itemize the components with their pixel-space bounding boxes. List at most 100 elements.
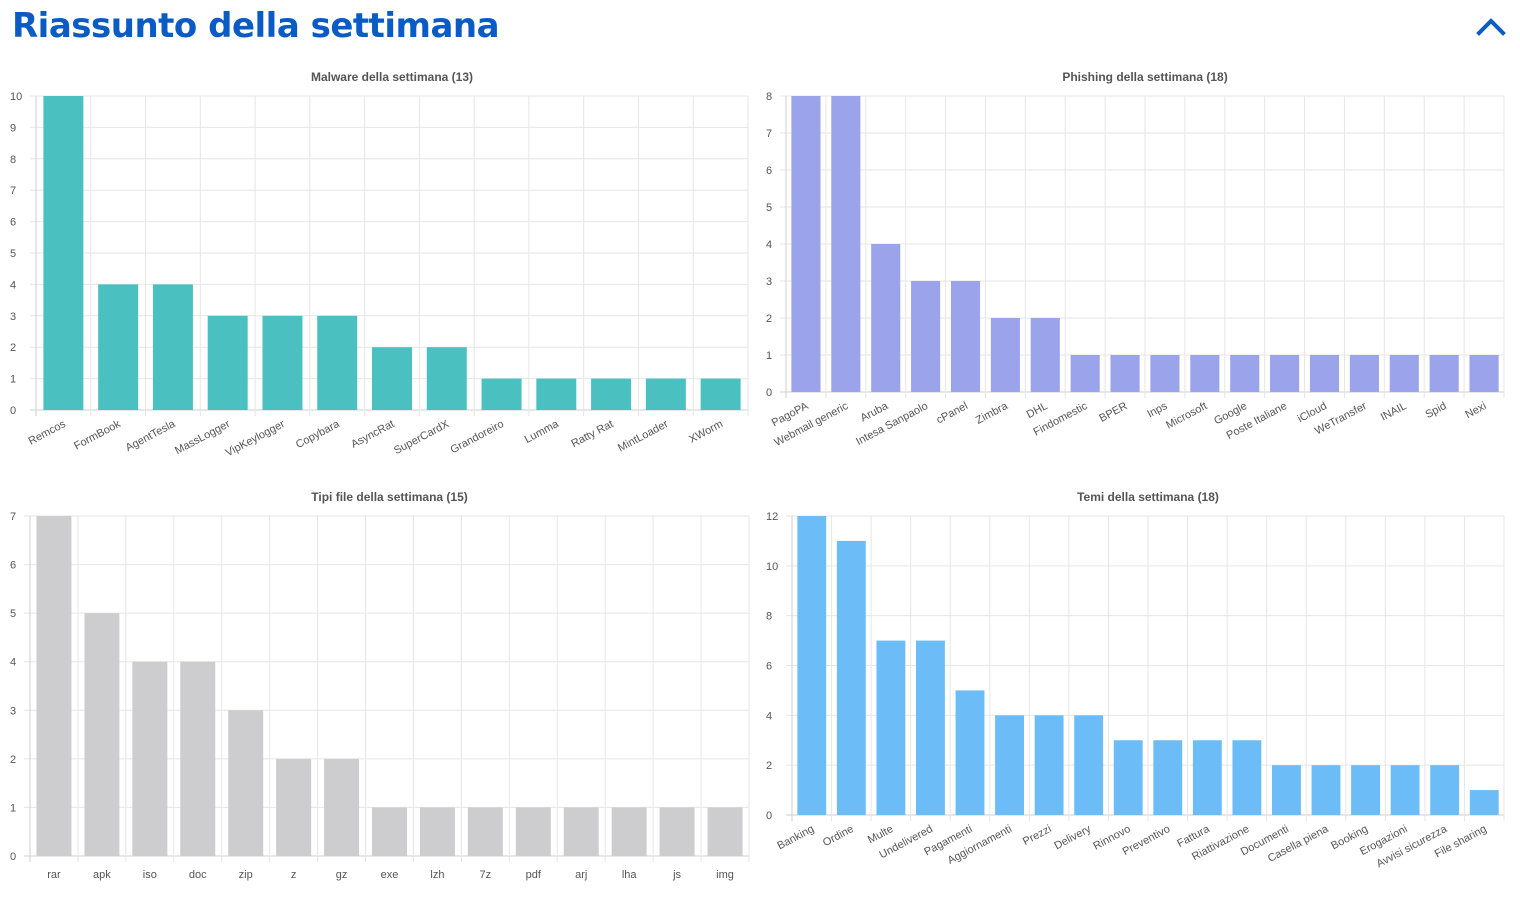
bar-delivery[interactable]: [1074, 715, 1104, 815]
y-tick-label: 8: [766, 611, 772, 623]
x-tick-label: SuperCardX: [392, 418, 452, 457]
bar-casella-piena[interactable]: [1311, 765, 1341, 815]
bar-documenti[interactable]: [1272, 765, 1301, 815]
y-tick-label: 9: [10, 122, 16, 134]
bar-aggiornamenti[interactable]: [995, 715, 1024, 815]
bar-lumma[interactable]: [536, 378, 577, 410]
bar-findomestic[interactable]: [1070, 355, 1100, 392]
bar-vipkeylogger[interactable]: [262, 315, 303, 410]
bar-spid[interactable]: [1429, 355, 1459, 392]
x-tick-label: rar: [47, 869, 61, 881]
x-tick-label: doc: [189, 869, 207, 881]
x-tick-label: XWorm: [687, 418, 725, 446]
y-tick-label: 3: [10, 311, 16, 323]
bar-fattura[interactable]: [1192, 740, 1222, 815]
bar-erogazioni[interactable]: [1390, 765, 1420, 815]
bar-remcos[interactable]: [43, 96, 84, 410]
x-tick-label: cPanel: [935, 400, 970, 426]
bar-nexi[interactable]: [1469, 355, 1499, 392]
bar-microsoft[interactable]: [1190, 355, 1220, 392]
bar-avvisi-sicurezza[interactable]: [1430, 765, 1460, 815]
y-tick-label: 2: [766, 760, 772, 772]
y-tick-label: 12: [766, 511, 778, 523]
chart-title: Malware della settimana (13): [311, 70, 473, 84]
bar-formbook[interactable]: [98, 284, 139, 410]
bar-inps[interactable]: [1150, 355, 1180, 392]
bar-apk[interactable]: [84, 613, 120, 856]
bar-multe[interactable]: [876, 640, 906, 815]
bar-zimbra[interactable]: [990, 318, 1020, 392]
bar-xworm[interactable]: [700, 378, 741, 410]
bar-iso[interactable]: [132, 661, 168, 856]
y-tick-label: 6: [10, 217, 16, 229]
x-tick-label: FormBook: [72, 418, 123, 453]
bar-7z[interactable]: [467, 807, 503, 856]
bar-webmail-generic[interactable]: [831, 96, 861, 392]
chart-svg: Tipi file della settimana (15) 0 1 2 3 4 5 6 7 ra…: [10, 490, 750, 881]
bar-file-sharing[interactable]: [1469, 790, 1499, 815]
bar-z[interactable]: [276, 758, 312, 856]
bar-google[interactable]: [1230, 355, 1260, 392]
x-tick-label: apk: [93, 869, 111, 881]
bar-icloud[interactable]: [1309, 355, 1340, 392]
bar-pagamenti[interactable]: [955, 690, 985, 815]
bar-masslogger[interactable]: [207, 315, 248, 410]
x-tick-label: Ratty Rat: [569, 418, 615, 450]
bar-poste-italiane[interactable]: [1270, 355, 1300, 392]
y-tick-label: 2: [10, 754, 16, 766]
y-tick-label: 6: [766, 165, 772, 177]
bar-cpanel[interactable]: [950, 281, 981, 392]
bar-undelivered[interactable]: [916, 640, 945, 815]
x-tick-label: MassLogger: [173, 418, 232, 457]
bar-asyncrat[interactable]: [372, 347, 412, 410]
bar-lha[interactable]: [611, 807, 647, 856]
bar-ratty-rat[interactable]: [591, 378, 632, 410]
bar-preventivo[interactable]: [1153, 740, 1183, 815]
bar-rinnovo[interactable]: [1113, 740, 1143, 815]
bar-wetransfer[interactable]: [1349, 355, 1379, 392]
x-tick-label: AsyncRat: [349, 418, 396, 451]
x-tick-label: Grandoreiro: [448, 418, 505, 456]
x-tick-label: 7z: [480, 869, 492, 881]
malware-chart: Malware della settimana (13) 0 1 2 3 4 5 6 7 8 9 10…: [0, 66, 756, 476]
x-tick-label: DHL: [1025, 400, 1050, 421]
bar-js[interactable]: [659, 807, 695, 856]
y-tick-label: 7: [10, 185, 16, 197]
bar-gz[interactable]: [324, 758, 360, 856]
x-tick-label: Microsoft: [1164, 400, 1209, 432]
y-tick-label: 6: [766, 661, 772, 673]
x-tick-label: Banking: [775, 823, 816, 852]
bar-prezzi[interactable]: [1034, 715, 1064, 815]
y-tick-label: 0: [10, 405, 16, 417]
bar-banking[interactable]: [797, 516, 827, 815]
bar-supercardx[interactable]: [426, 347, 467, 410]
bar-mintloader[interactable]: [645, 378, 686, 410]
x-tick-label: AgentTesla: [124, 418, 178, 455]
bar-grandoreiro[interactable]: [481, 378, 522, 410]
bar-inail[interactable]: [1389, 355, 1419, 392]
bar-exe[interactable]: [372, 807, 407, 856]
bar-agenttesla[interactable]: [152, 284, 193, 410]
bar-pdf[interactable]: [515, 807, 551, 856]
bar-bper[interactable]: [1110, 355, 1140, 392]
bar-intesa-sanpaolo[interactable]: [911, 281, 941, 392]
bar-rar[interactable]: [36, 516, 72, 856]
bar-img[interactable]: [707, 807, 743, 856]
bar-aruba[interactable]: [871, 244, 901, 392]
bar-arj[interactable]: [563, 807, 599, 856]
bar-ordine[interactable]: [836, 540, 866, 815]
bar-riattivazione[interactable]: [1232, 740, 1262, 815]
bar-booking[interactable]: [1351, 765, 1380, 815]
bar-copybara[interactable]: [317, 315, 358, 410]
bar-pagopa[interactable]: [791, 96, 821, 392]
x-tick-label: Ordine: [821, 823, 856, 849]
page-title: Riassunto della settimana: [12, 6, 500, 46]
collapse-button[interactable]: [1474, 10, 1508, 44]
x-tick-label: lzh: [430, 869, 444, 881]
x-tick-label: BPER: [1097, 400, 1129, 425]
bar-lzh[interactable]: [419, 807, 455, 856]
bar-dhl[interactable]: [1030, 318, 1060, 392]
bar-doc[interactable]: [180, 661, 216, 856]
bar-zip[interactable]: [228, 710, 264, 856]
x-tick-label: exe: [381, 869, 399, 881]
